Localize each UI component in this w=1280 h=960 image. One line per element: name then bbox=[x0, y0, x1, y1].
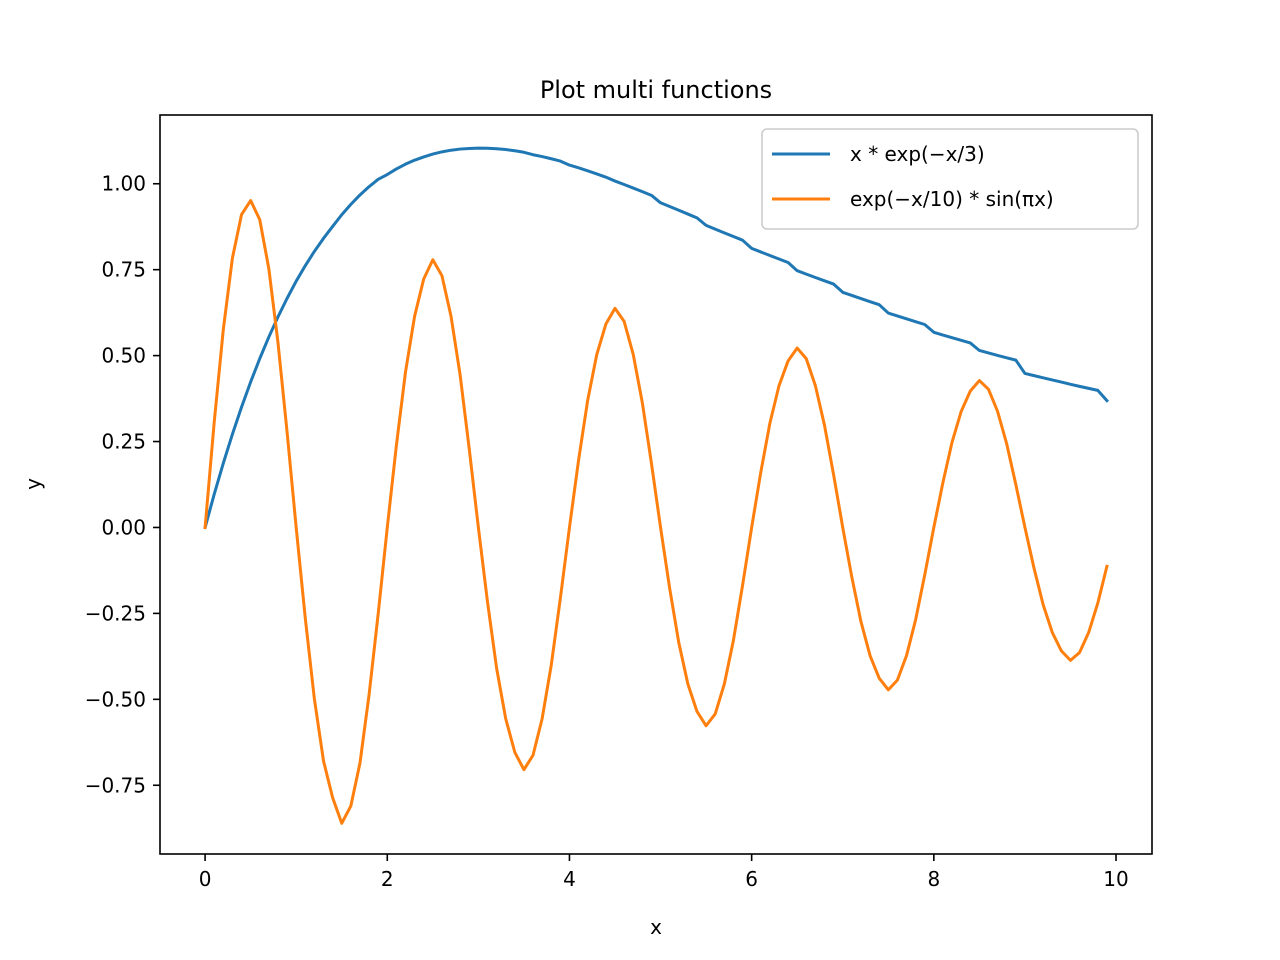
y-tick-label: 0.00 bbox=[101, 515, 146, 539]
series-line-2 bbox=[203, 199, 1109, 825]
y-tick-label: 1.00 bbox=[101, 172, 146, 196]
y-tick-label: −0.25 bbox=[85, 601, 146, 625]
x-tick-label: 0 bbox=[199, 867, 212, 891]
legend-label-2: exp(−x/10) * sin(πx) bbox=[850, 187, 1054, 211]
legend-label-1: x * exp(−x/3) bbox=[850, 142, 985, 166]
x-tick-label: 2 bbox=[381, 867, 394, 891]
y-axis: −0.75 −0.50 −0.25 0.00 0.25 0.50 0.75 1.00 bbox=[85, 172, 160, 797]
y-tick-label: 0.75 bbox=[101, 258, 146, 282]
legend: x * exp(−x/3) exp(−x/10) * sin(πx) bbox=[761, 128, 1139, 230]
plot-area bbox=[203, 146, 1110, 825]
x-tick-label: 6 bbox=[745, 867, 758, 891]
x-tick-label: 10 bbox=[1103, 867, 1128, 891]
x-tick-label: 4 bbox=[563, 867, 576, 891]
series-line-1 bbox=[203, 146, 1110, 530]
y-tick-label: −0.75 bbox=[85, 773, 146, 797]
x-axis-label: x bbox=[650, 915, 662, 939]
x-axis: 0 2 4 6 8 10 bbox=[199, 854, 1129, 891]
y-tick-label: 0.50 bbox=[101, 344, 146, 368]
y-tick-label: −0.50 bbox=[85, 687, 146, 711]
y-axis-label: y bbox=[21, 478, 45, 490]
chart-title: Plot multi functions bbox=[540, 76, 772, 104]
x-tick-label: 8 bbox=[927, 867, 940, 891]
axes-frame bbox=[159, 114, 1153, 855]
legend-box bbox=[761, 128, 1139, 230]
y-tick-label: 0.25 bbox=[101, 430, 146, 454]
